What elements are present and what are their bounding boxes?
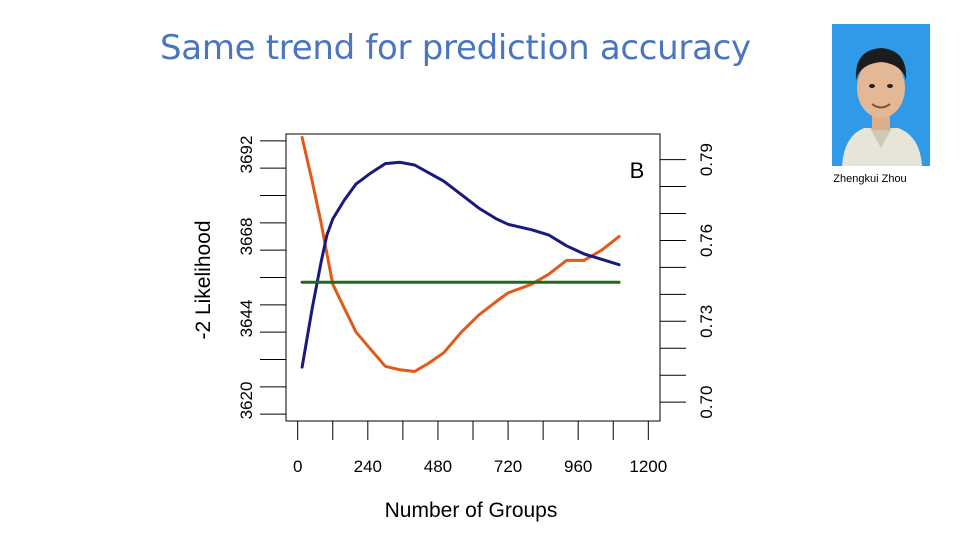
slide-title: Same trend for prediction accuracy — [160, 28, 751, 68]
y2-tick-labels: 0.70 0.73 0.76 0.79 — [697, 143, 716, 419]
y-tick-labels: 3620 3644 3668 3692 — [237, 136, 256, 420]
x-tick-label: 1200 — [629, 457, 667, 476]
accuracy-series-line — [300, 160, 621, 369]
x-axis-label: Number of Groups — [385, 499, 558, 522]
panel-label: B — [630, 158, 645, 183]
x-tick-label: 960 — [564, 457, 592, 476]
y2-tick-label: 0.79 — [697, 143, 716, 176]
x-tick-label: 240 — [354, 457, 382, 476]
y2-tick-label: 0.76 — [697, 224, 716, 257]
x-tick-label: 720 — [494, 457, 522, 476]
x-tick-label: 480 — [424, 457, 452, 476]
y2-tick-label: 0.73 — [697, 305, 716, 338]
y-tick-label: 3620 — [237, 382, 256, 420]
y-tick-label: 3668 — [237, 218, 256, 256]
plot-frame — [285, 133, 661, 422]
person-photo — [832, 24, 930, 166]
y2-tick-label: 0.70 — [697, 386, 716, 419]
series-layer — [300, 135, 621, 373]
photo-caption: Zhengkui Zhou — [833, 173, 907, 185]
likelihood-series-line — [300, 135, 621, 373]
y-tick-label: 3644 — [237, 300, 256, 338]
y-tick-label: 3692 — [237, 136, 256, 174]
grid-tick-marks — [260, 140, 686, 440]
x-tick-label: 0 — [293, 457, 302, 476]
x-tick-labels: 0 240 480 720 960 1200 — [293, 457, 667, 476]
y-axis-label: -2 Likelihood — [192, 220, 215, 339]
